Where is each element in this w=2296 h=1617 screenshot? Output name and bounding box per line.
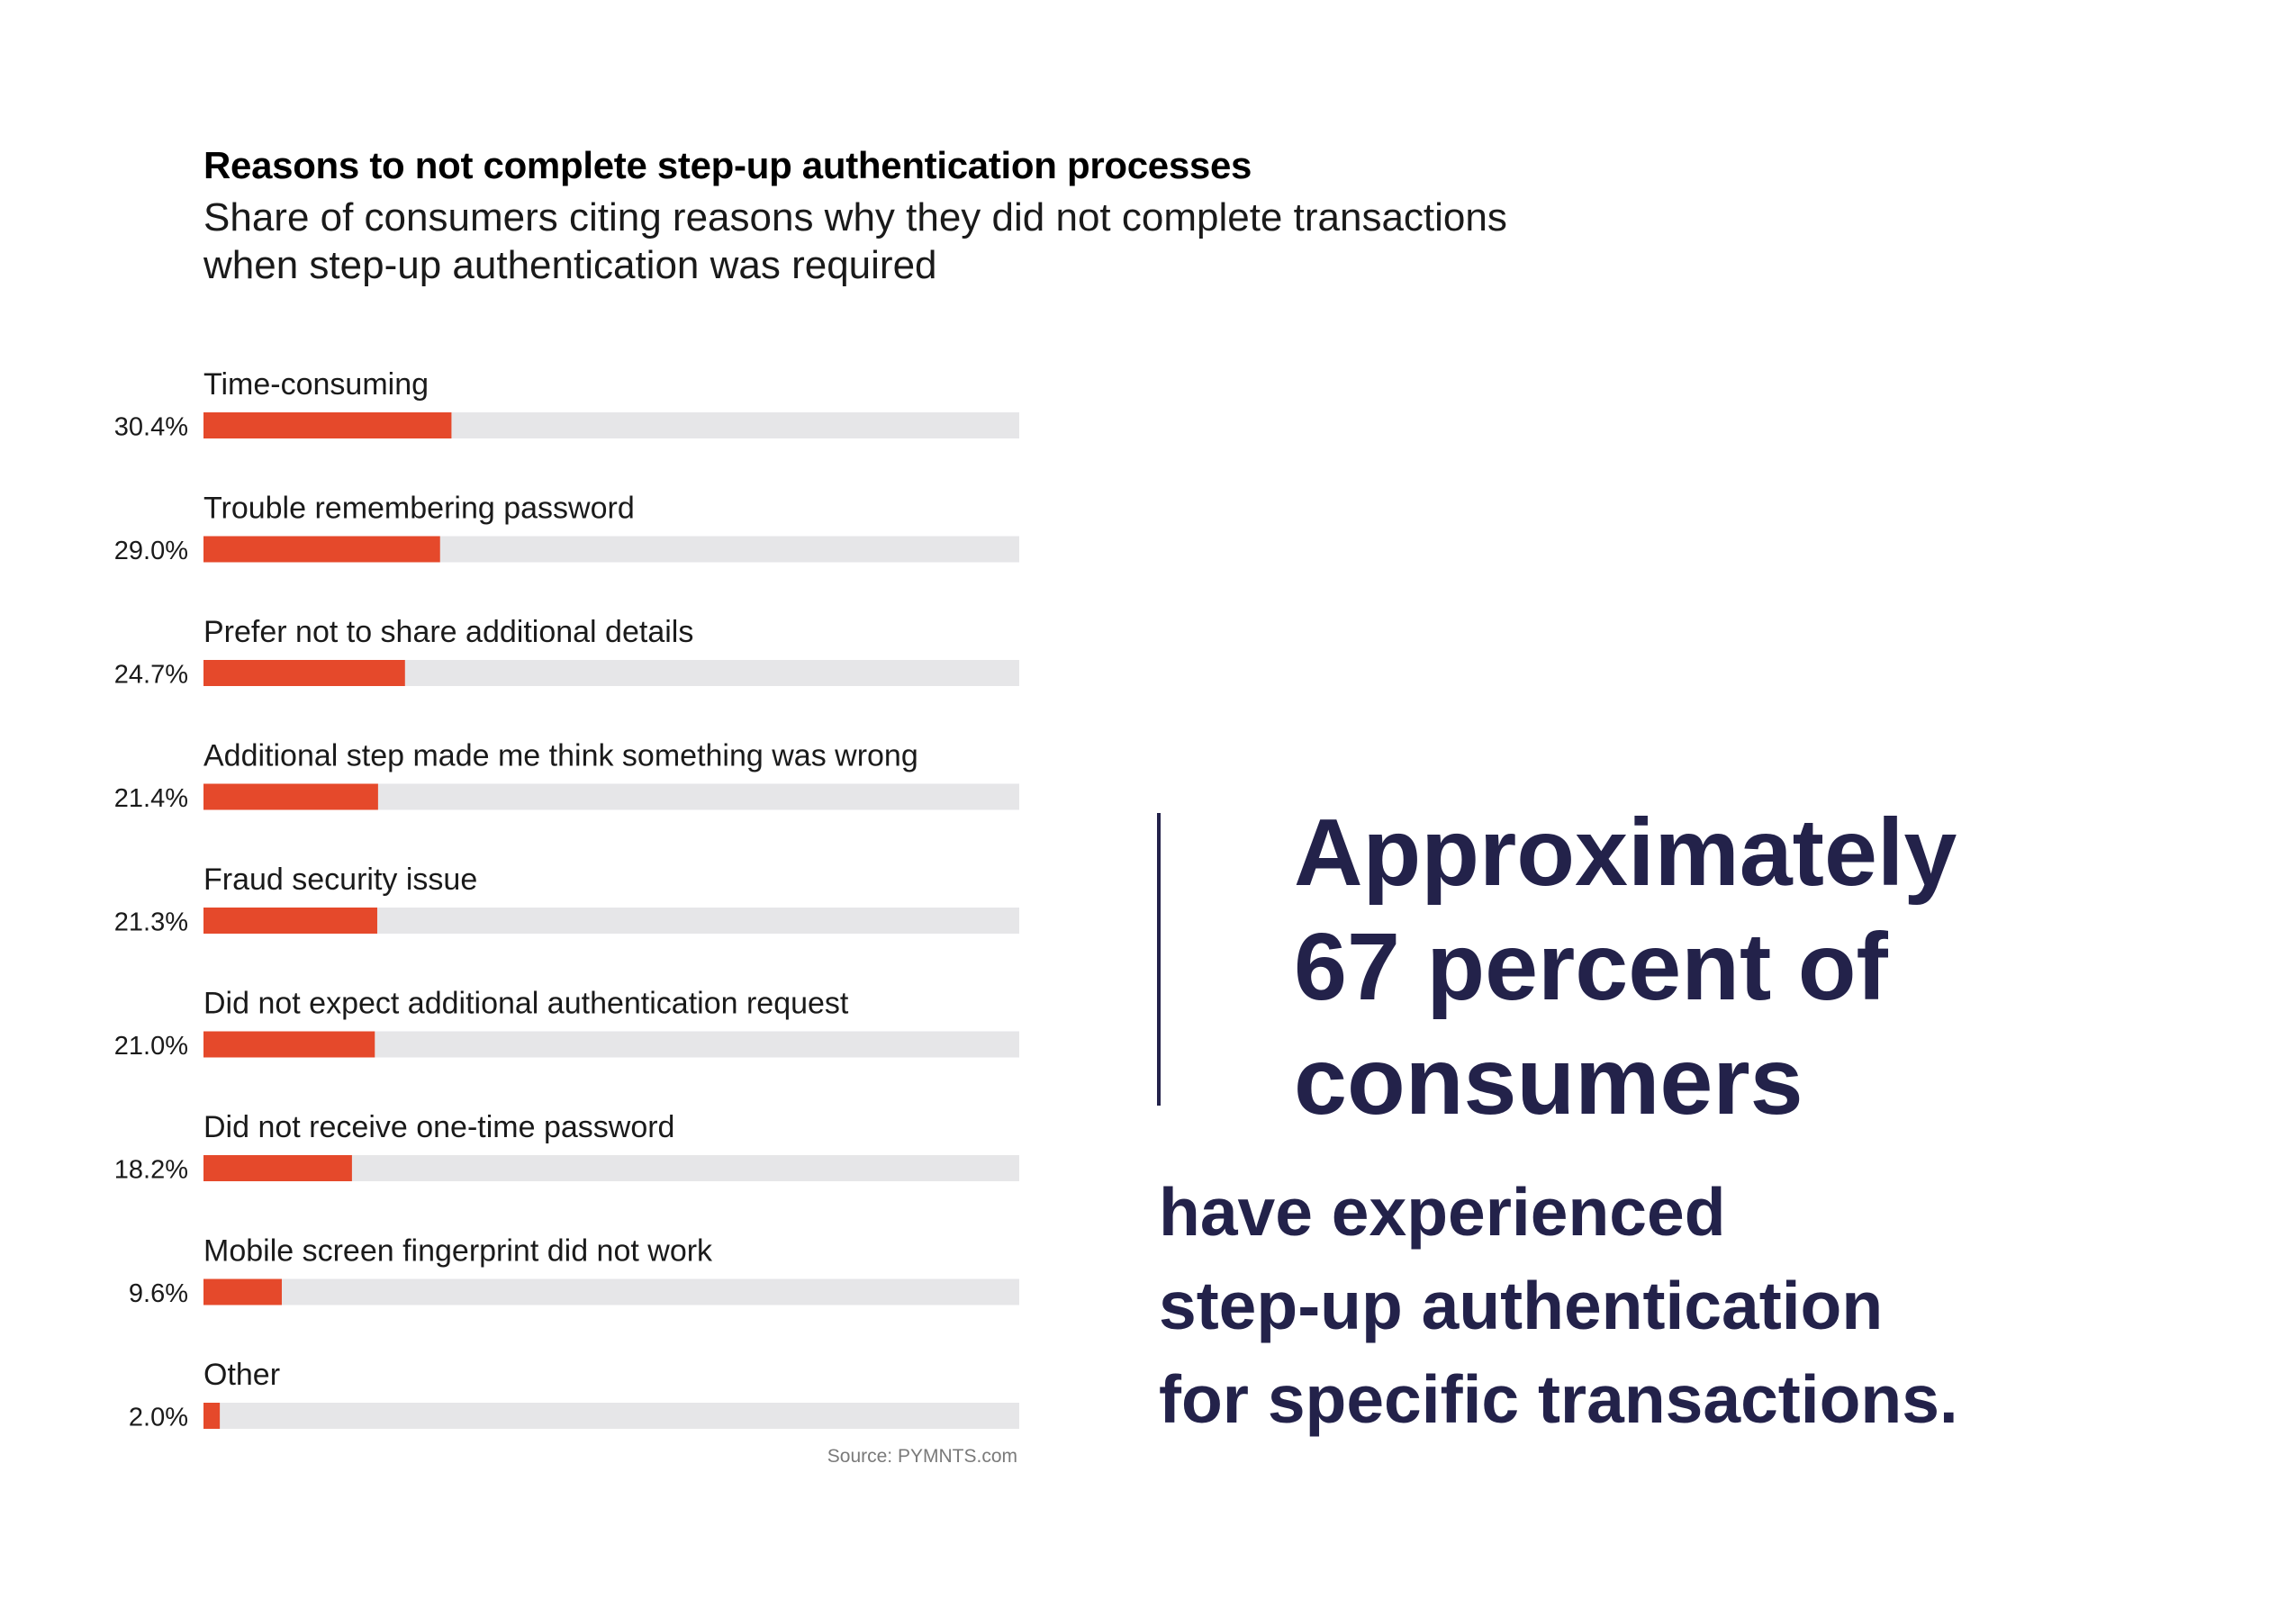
callout-headline: Approximately 67 percent of consumers	[1294, 796, 2194, 1139]
chart-subtitle: Share of consumers citing reasons why th…	[203, 195, 1507, 287]
bar	[203, 1155, 352, 1181]
value-label: 24.7%	[114, 661, 188, 690]
category-label: Prefer not to share additional details	[203, 615, 693, 649]
value-label: 21.4%	[114, 784, 188, 813]
bar	[203, 1278, 282, 1305]
callout-headline-line: 67 percent of	[1294, 914, 1888, 1020]
callout-body-line: have experienced	[1159, 1174, 1726, 1250]
bar-track	[203, 1278, 1019, 1305]
value-label: 30.4%	[114, 413, 188, 442]
value-label: 9.6%	[129, 1279, 188, 1308]
callout-divider	[1157, 813, 1161, 1106]
bar-track	[203, 1403, 1019, 1429]
category-label: Mobile screen fingerprint did not work	[203, 1234, 713, 1269]
callout-body: have experienced step-up authentication …	[1159, 1165, 2239, 1446]
callout-body-line: step-up authentication	[1159, 1268, 1884, 1343]
value-label: 2.0%	[129, 1404, 188, 1432]
value-label: 21.0%	[114, 1032, 188, 1061]
bar	[203, 536, 440, 563]
category-label: Additional step made me think something …	[203, 739, 918, 773]
category-label: Time-consuming	[203, 367, 429, 402]
bar	[203, 660, 405, 686]
category-label: Did not expect additional authentication…	[203, 987, 849, 1021]
callout-headline-line: consumers	[1294, 1028, 1803, 1134]
bar	[203, 1031, 375, 1058]
chart-source: Source: PYMNTS.com	[827, 1446, 1017, 1467]
bar	[203, 412, 452, 438]
value-label: 21.3%	[114, 908, 188, 937]
category-label: Did not receive one-time password	[203, 1110, 674, 1144]
chart-title: Reasons to not complete step-up authenti…	[203, 144, 1252, 186]
value-label: 18.2%	[114, 1156, 188, 1185]
bar	[203, 908, 377, 934]
callout-body-line: for specific transactions.	[1159, 1361, 1958, 1437]
category-label: Fraud security issue	[203, 863, 477, 897]
category-label: Trouble remembering password	[203, 492, 635, 526]
bar	[203, 783, 378, 810]
callout-headline-line: Approximately	[1294, 799, 1957, 906]
category-label: Other	[203, 1358, 280, 1392]
bar	[203, 1403, 221, 1429]
value-label: 29.0%	[114, 537, 188, 565]
